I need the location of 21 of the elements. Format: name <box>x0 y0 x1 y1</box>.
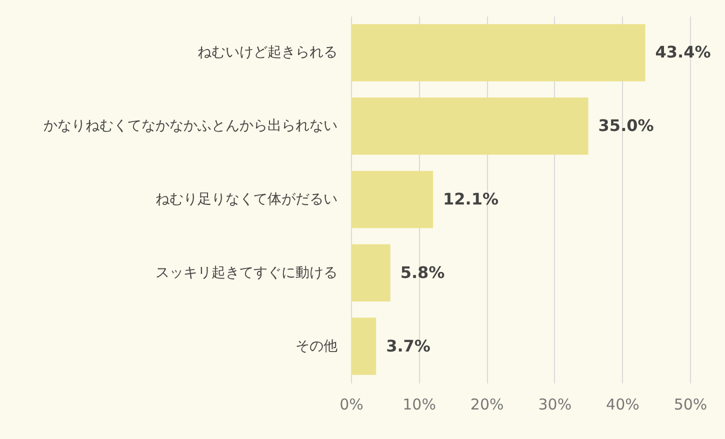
x-tick-label: 20% <box>470 396 504 414</box>
bar <box>351 318 376 375</box>
x-tick-label: 0% <box>340 396 364 414</box>
data-label: 5.8% <box>400 262 445 282</box>
data-label: 35.0% <box>598 116 654 136</box>
bar <box>351 244 390 302</box>
y-tick-label: ねむいけど起きられる <box>198 44 338 61</box>
y-tick-label: かなりねむくてなかなかふとんから出られない <box>44 118 338 134</box>
y-tick-label: その他 <box>296 338 338 354</box>
bar <box>351 24 646 82</box>
x-tick-label: 10% <box>402 396 436 414</box>
data-label: 12.1% <box>443 190 499 208</box>
x-tick-label: 50% <box>674 396 708 414</box>
data-label: 3.7% <box>386 336 430 356</box>
x-tick-label: 30% <box>538 396 572 414</box>
data-label: 43.4% <box>655 42 711 62</box>
bar <box>351 170 434 228</box>
y-tick-label: スッキリ起きてすぐに動ける <box>156 264 338 281</box>
y-tick-label: ねむり足りなくて体がだるい <box>156 192 338 208</box>
x-tick-label: 40% <box>606 396 640 414</box>
bar <box>351 97 588 155</box>
